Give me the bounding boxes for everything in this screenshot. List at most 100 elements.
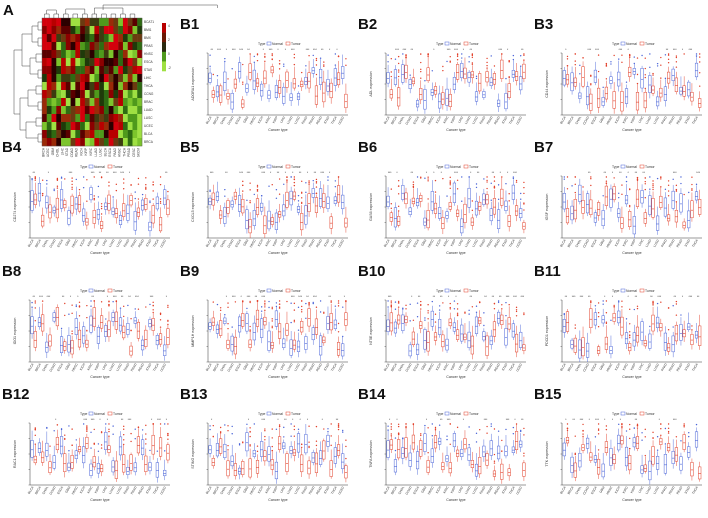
heatmap-col-label: CHOL <box>56 148 60 157</box>
outlier-point <box>471 62 474 64</box>
box <box>401 447 405 459</box>
x-tick-label: LUSC <box>293 362 301 372</box>
outlier-point <box>652 186 654 189</box>
outlier-point <box>449 423 451 425</box>
significance-mark: *** <box>69 171 73 175</box>
box <box>687 210 691 229</box>
box <box>260 318 264 338</box>
significance-mark: ** <box>314 171 317 175</box>
outlier-point <box>212 436 214 438</box>
outlier-point <box>100 301 103 303</box>
outlier-point <box>512 58 515 61</box>
significance-mark: *** <box>232 48 236 52</box>
x-tick-label: GBM <box>420 115 427 124</box>
significance-mark: * <box>129 171 131 175</box>
outlier-point <box>629 204 631 207</box>
outlier-point <box>636 57 639 59</box>
x-tick-label: KIRP <box>450 486 457 494</box>
box <box>656 215 660 231</box>
x-tick-label: LIHC <box>637 485 644 494</box>
outlier-point <box>636 177 639 179</box>
box <box>233 191 237 200</box>
heatmap-cell <box>70 90 76 99</box>
box <box>148 221 152 232</box>
heatmap-cell <box>56 58 62 67</box>
x-tick-label: CHOL <box>41 485 49 495</box>
outlier-point <box>159 313 162 316</box>
outlier-point <box>652 300 654 303</box>
outlier-point <box>402 437 404 440</box>
box <box>674 77 678 92</box>
outlier-point <box>597 70 600 73</box>
box <box>441 462 445 471</box>
outlier-point <box>90 431 92 433</box>
box <box>55 437 59 451</box>
heatmap-cell <box>84 34 90 43</box>
significance-mark: ** <box>521 418 524 422</box>
box <box>74 450 78 459</box>
heatmap-cell <box>132 98 138 107</box>
outlier-point <box>442 302 444 304</box>
type-legend: Type Normal Tumor <box>436 41 480 46</box>
significance-mark: *** <box>673 171 677 175</box>
significance-mark: * <box>565 418 567 422</box>
heatmap-cell <box>99 122 105 131</box>
box <box>141 439 145 456</box>
box <box>255 78 260 87</box>
outlier-point <box>219 307 222 309</box>
outlier-point <box>456 59 459 61</box>
x-tick-label: BLCA <box>383 362 391 372</box>
outlier-point <box>123 182 125 184</box>
heatmap-cell <box>75 122 81 131</box>
box <box>304 77 308 85</box>
heatmap-cell <box>113 42 119 51</box>
box <box>397 314 401 325</box>
outlier-point <box>625 81 628 83</box>
box <box>267 330 271 351</box>
significance-mark: ** <box>565 295 568 299</box>
outlier-point <box>152 301 154 304</box>
heatmap-cell <box>70 130 76 139</box>
significance-mark: ** <box>306 295 309 299</box>
outlier-point <box>660 64 662 66</box>
outlier-point <box>34 176 36 178</box>
outlier-point <box>159 176 162 178</box>
outlier-point <box>278 306 281 308</box>
heatmap-cell <box>127 138 133 147</box>
outlier-point <box>231 433 233 435</box>
heatmap-cell <box>80 130 86 139</box>
x-axis-label: Cancer type <box>622 498 641 502</box>
outlier-point <box>505 301 507 304</box>
x-tick-label: HNSC <box>249 485 257 495</box>
legend-normal-swatch <box>88 411 94 416</box>
heatmap-cell <box>75 26 81 35</box>
box <box>136 321 140 339</box>
box <box>500 463 504 480</box>
heatmap-cell <box>99 58 105 67</box>
box <box>219 320 223 336</box>
x-tick-label: HNSC <box>71 485 79 495</box>
outlier-point <box>345 457 347 460</box>
box <box>307 193 311 212</box>
x-tick-label: KICH <box>257 362 265 371</box>
heatmap-cell <box>65 106 71 115</box>
x-tick-label: BRCA <box>34 362 42 372</box>
x-tick-label: COAD <box>582 485 590 496</box>
outlier-point <box>100 431 103 433</box>
outlier-point <box>93 428 95 431</box>
outlier-point <box>486 64 488 67</box>
heatmap-cell <box>51 90 57 99</box>
outlier-point <box>621 184 623 186</box>
box <box>423 433 427 452</box>
heatmap-cell <box>94 34 100 43</box>
heatmap-cell <box>46 114 52 123</box>
x-tick-label: READ <box>493 115 501 125</box>
x-axis-label: Cancer type <box>90 498 109 502</box>
outlier-point <box>636 427 639 429</box>
x-tick-label: HNSC <box>71 238 79 248</box>
outlier-point <box>579 73 581 75</box>
x-tick-label: KIRP <box>630 116 637 124</box>
outlier-point <box>390 207 392 210</box>
outlier-point <box>453 300 456 302</box>
outlier-point <box>675 300 678 303</box>
